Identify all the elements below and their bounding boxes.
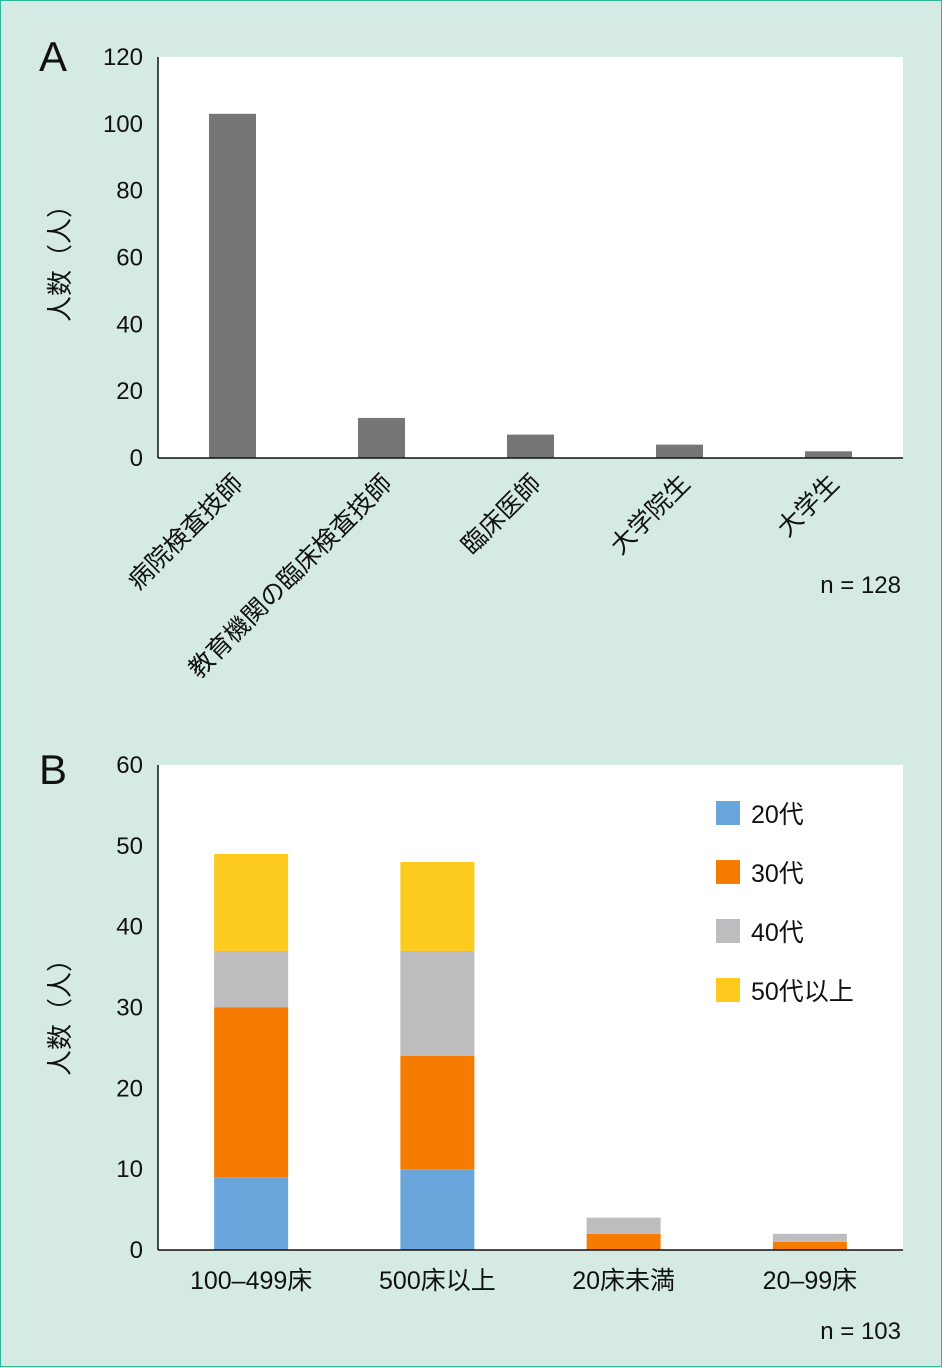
panel-a-bar bbox=[209, 113, 256, 458]
panel-b-category-label: 500床以上 bbox=[379, 1267, 496, 1295]
panel-b-bar-segment-1 bbox=[214, 1177, 289, 1250]
panel-b-bar-segment-3 bbox=[214, 950, 289, 1008]
panel-b-bar-segment-2 bbox=[400, 1056, 475, 1170]
panel-b-bar-segment-4 bbox=[400, 862, 475, 951]
panel-b-y-tick-label: 40 bbox=[116, 914, 143, 941]
panel-b-y-tick-label: 20 bbox=[116, 1075, 143, 1102]
panel-a-y-tick-label: 80 bbox=[116, 178, 143, 205]
panel-a-y-tick-label: 20 bbox=[116, 378, 143, 405]
panel-b-category-label: 20床未満 bbox=[572, 1267, 675, 1295]
panel-b-y-tick-label: 60 bbox=[116, 752, 143, 779]
panel-a-category-label: 大学院生 bbox=[605, 469, 696, 560]
panel-a-n-note: n = 128 bbox=[820, 572, 901, 599]
panel-b-y-tick-label: 0 bbox=[130, 1237, 143, 1264]
panel-a-y-label: 人数（人） bbox=[45, 192, 75, 322]
panel-a-plot-area bbox=[158, 57, 903, 458]
legend-swatch bbox=[716, 860, 740, 884]
panel-b-n-note: n = 103 bbox=[820, 1318, 901, 1345]
panel-b-y-tick-label: 50 bbox=[116, 833, 143, 860]
legend-label: 50代以上 bbox=[751, 978, 854, 1006]
panel-b-y-ticks: 0 10 20 30 40 50 60 bbox=[116, 752, 143, 1264]
panel-b-bar-segment-3 bbox=[586, 1217, 661, 1234]
panel-a-y-ticks: 0 20 40 60 80 100 120 bbox=[103, 44, 143, 472]
legend-swatch bbox=[716, 801, 740, 825]
panel-b-y-label: 人数（人） bbox=[45, 946, 75, 1076]
panel-a-bar bbox=[656, 444, 703, 458]
panel-a-bar bbox=[358, 417, 405, 458]
panel-b-bar-segment-1 bbox=[400, 1169, 475, 1250]
panel-a-category-label: 臨床医師 bbox=[456, 469, 547, 560]
panel-a-bar bbox=[805, 451, 852, 458]
panel-b-legend: 20代 30代 40代 50代以上 bbox=[716, 801, 854, 1006]
panel-a-category-label: 大学生 bbox=[772, 469, 845, 542]
panel-b-x-labels: 100–499床 500床以上 20床未満 20–99床 bbox=[190, 1267, 857, 1295]
legend-label: 40代 bbox=[751, 919, 804, 947]
panel-b-bar-segment-3 bbox=[400, 950, 475, 1056]
panel-b-category-label: 100–499床 bbox=[190, 1267, 312, 1295]
panel-a-category-label: 病院検査技師 bbox=[123, 469, 249, 595]
panel-b-y-tick-label: 10 bbox=[116, 1156, 143, 1183]
panel-a-y-tick-label: 120 bbox=[103, 44, 143, 71]
panel-a-bars bbox=[209, 113, 852, 458]
panel-a-y-tick-label: 60 bbox=[116, 245, 143, 272]
panel-a-y-tick-label: 100 bbox=[103, 111, 143, 138]
panel-b-letter: B bbox=[39, 746, 67, 793]
panel-b-bar-segment-2 bbox=[586, 1233, 661, 1250]
panel-b-y-tick-label: 30 bbox=[116, 995, 143, 1022]
legend-label: 30代 bbox=[751, 860, 804, 888]
panel-a-y-tick-label: 0 bbox=[130, 445, 143, 472]
legend-swatch bbox=[716, 919, 740, 943]
panel-b-category-label: 20–99床 bbox=[763, 1267, 858, 1295]
panel-b-bar-segment-3 bbox=[772, 1233, 847, 1242]
panel-a-y-tick-label: 40 bbox=[116, 311, 143, 338]
panel-b-bar-segment-2 bbox=[772, 1241, 847, 1250]
panel-a-bar bbox=[507, 434, 554, 458]
legend-swatch bbox=[716, 978, 740, 1002]
panel-b-stacked-bars bbox=[214, 853, 847, 1250]
panel-b-bar-segment-4 bbox=[214, 853, 289, 951]
panel-a-letter: A bbox=[39, 33, 67, 80]
panel-b-bar-segment-2 bbox=[214, 1007, 289, 1178]
legend-label: 20代 bbox=[751, 801, 804, 829]
